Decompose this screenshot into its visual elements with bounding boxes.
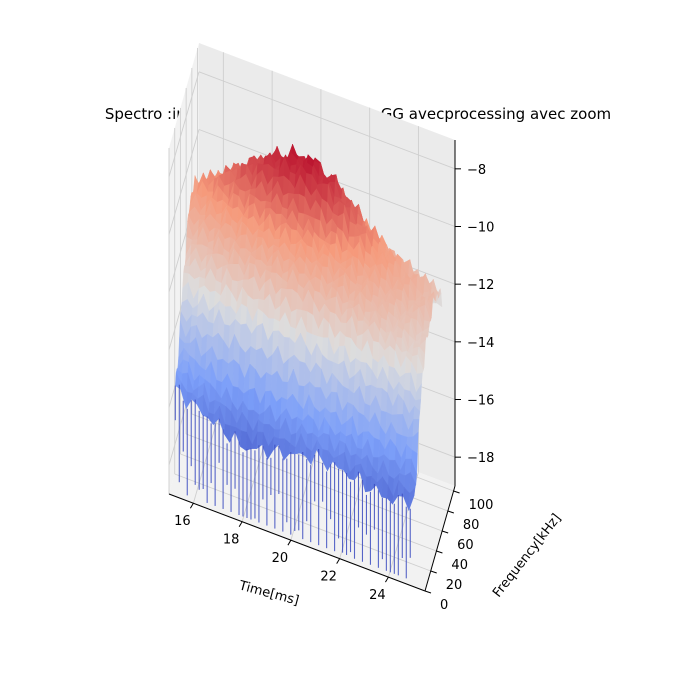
surface-cell xyxy=(408,487,416,511)
surface-cell xyxy=(240,303,248,325)
surface-cell xyxy=(240,430,247,451)
x-axis-label: Time[ms] xyxy=(236,578,300,609)
y-tick-label: 20 xyxy=(446,578,463,593)
surface-cell xyxy=(208,399,216,415)
surface-cell xyxy=(404,372,411,392)
y-tick-mark xyxy=(441,530,449,534)
surface-cell xyxy=(380,387,388,413)
x-tick-label: 24 xyxy=(369,588,386,603)
surface-cell xyxy=(265,372,272,392)
surface-cell xyxy=(281,381,289,401)
surface-cell xyxy=(290,308,297,330)
x-tick-label: 22 xyxy=(320,570,337,585)
axis-lines xyxy=(168,140,456,592)
surface-cell xyxy=(403,277,411,286)
surface-cell xyxy=(372,437,380,458)
z-tick-label: −16 xyxy=(467,394,494,409)
grid-line xyxy=(168,129,200,235)
surface-cell xyxy=(396,414,404,436)
surface-cell xyxy=(298,361,306,387)
y-tick-label: 60 xyxy=(457,538,474,553)
surface-cell xyxy=(183,265,190,275)
x-tick-mark xyxy=(287,539,292,546)
y-tick-label: 80 xyxy=(463,518,480,533)
surface-cell xyxy=(232,359,240,388)
surface-cell xyxy=(239,234,247,249)
grid-line xyxy=(168,71,200,177)
surface-cell xyxy=(322,432,330,451)
y-tick-mark xyxy=(424,590,432,594)
y-tick-mark xyxy=(436,550,443,554)
z-tick-label: −12 xyxy=(467,278,494,293)
z-tick-label: −8 xyxy=(467,163,486,178)
y-tick-mark xyxy=(430,570,437,574)
y-tick-label: 0 xyxy=(440,598,448,613)
surface-cell xyxy=(248,387,255,411)
y-axis-label: Frequency[kHz] xyxy=(490,511,564,600)
x-tick-mark xyxy=(238,521,243,527)
surface-cell xyxy=(306,311,314,335)
surface-cell xyxy=(191,239,198,246)
z-tick-label: −18 xyxy=(467,451,494,466)
grid-line xyxy=(198,71,456,170)
y-tick-label: 40 xyxy=(451,558,468,573)
y-tick-label: 100 xyxy=(469,498,494,513)
surface-cell xyxy=(216,358,224,383)
grid-line xyxy=(290,435,322,541)
surface-cell xyxy=(232,264,239,282)
surface-cell xyxy=(298,193,306,215)
axis-line xyxy=(424,485,456,592)
x-tick-label: 16 xyxy=(174,514,191,529)
y-tick-mark xyxy=(453,490,460,494)
surface-cell xyxy=(364,384,372,407)
tick-labels: 16 18 20 22 24 0 20 40 60 80 100 −8 −10 −12 −14 −16 −18 xyxy=(174,163,494,613)
z-tick-label: −14 xyxy=(467,336,494,351)
surface-cell xyxy=(224,306,231,327)
x-tick-mark xyxy=(384,576,389,583)
z-tick-label: −10 xyxy=(467,221,494,236)
x-tick-mark xyxy=(336,558,341,564)
x-tick-label: 18 xyxy=(223,533,240,548)
surface-cell xyxy=(282,192,289,210)
axis-line xyxy=(168,493,426,592)
y-tick-mark xyxy=(447,510,455,514)
surface-cell xyxy=(329,296,337,315)
surface-cell xyxy=(182,359,189,374)
x-tick-mark xyxy=(189,502,194,509)
surface-plot xyxy=(174,144,443,579)
x-tick-label: 20 xyxy=(272,551,289,566)
